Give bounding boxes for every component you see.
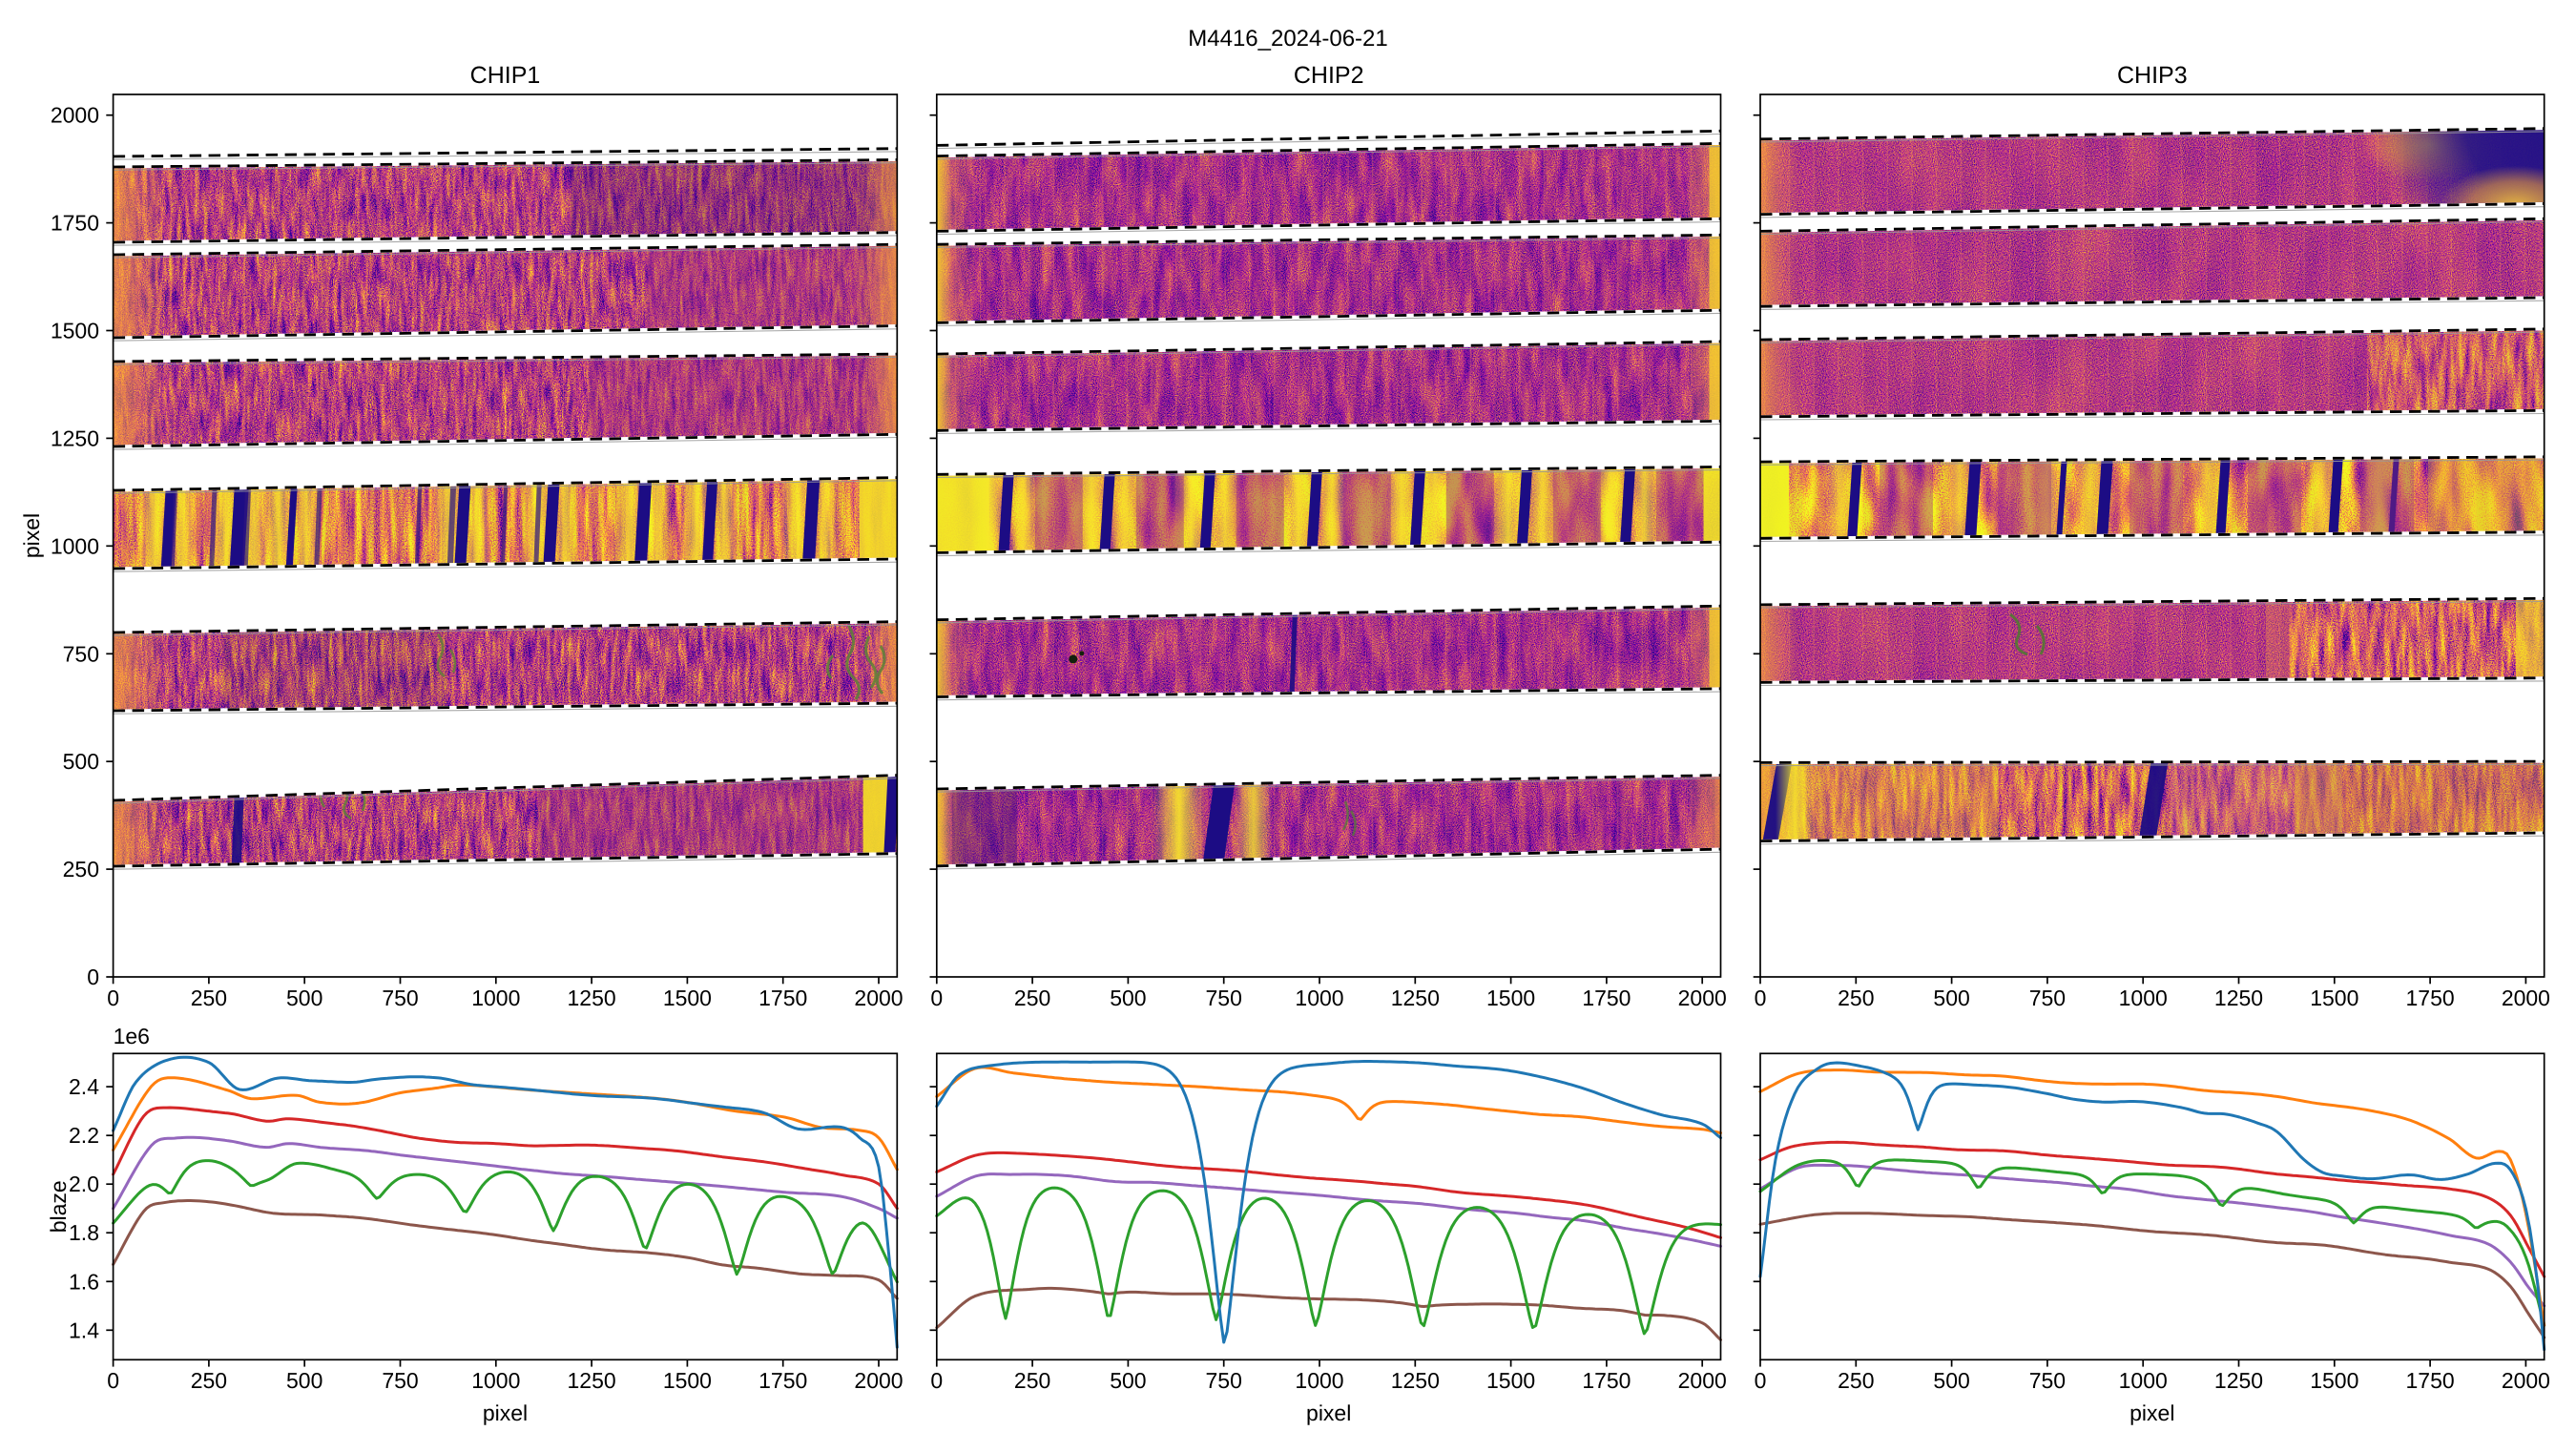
svg-text:250: 250 — [191, 1368, 227, 1393]
svg-text:1500: 1500 — [663, 1368, 712, 1393]
svg-text:2000: 2000 — [1678, 985, 1727, 1010]
svg-text:1250: 1250 — [51, 425, 99, 450]
svg-text:1250: 1250 — [1391, 1368, 1440, 1393]
svg-text:1.4: 1.4 — [69, 1317, 99, 1342]
svg-text:750: 750 — [382, 1368, 418, 1393]
svg-text:1250: 1250 — [2214, 1368, 2263, 1393]
svg-text:CHIP3: CHIP3 — [2117, 62, 2188, 89]
svg-text:1e6: 1e6 — [114, 1024, 150, 1048]
svg-text:pixel: pixel — [2129, 1400, 2174, 1425]
svg-text:500: 500 — [1933, 985, 1969, 1010]
svg-text:1000: 1000 — [2119, 985, 2168, 1010]
svg-text:1500: 1500 — [1486, 985, 1535, 1010]
svg-text:1000: 1000 — [1295, 1368, 1343, 1393]
svg-text:2.2: 2.2 — [69, 1123, 99, 1148]
svg-text:750: 750 — [382, 985, 418, 1010]
svg-text:1000: 1000 — [1295, 985, 1343, 1010]
svg-text:M4416_2024-06-21: M4416_2024-06-21 — [1188, 26, 1388, 52]
svg-text:1750: 1750 — [758, 985, 807, 1010]
svg-text:750: 750 — [1206, 985, 1242, 1010]
svg-text:1750: 1750 — [2406, 985, 2455, 1010]
svg-text:2000: 2000 — [2502, 985, 2550, 1010]
svg-text:1500: 1500 — [1486, 1368, 1535, 1393]
svg-text:1500: 1500 — [2310, 985, 2358, 1010]
svg-text:250: 250 — [1838, 985, 1874, 1010]
svg-text:pixel: pixel — [483, 1400, 528, 1425]
svg-text:1250: 1250 — [2214, 985, 2263, 1010]
svg-text:250: 250 — [1838, 1368, 1874, 1393]
svg-text:750: 750 — [1206, 1368, 1242, 1393]
svg-text:1250: 1250 — [568, 1368, 616, 1393]
svg-text:2000: 2000 — [1678, 1368, 1727, 1393]
svg-text:0: 0 — [107, 985, 119, 1010]
svg-text:1000: 1000 — [471, 985, 520, 1010]
svg-text:500: 500 — [286, 1368, 322, 1393]
svg-text:750: 750 — [2029, 985, 2066, 1010]
svg-text:1750: 1750 — [2406, 1368, 2455, 1393]
svg-text:1500: 1500 — [2310, 1368, 2358, 1393]
svg-text:2000: 2000 — [854, 1368, 903, 1393]
svg-text:2000: 2000 — [854, 985, 903, 1010]
svg-text:500: 500 — [286, 985, 322, 1010]
svg-text:250: 250 — [1014, 1368, 1050, 1393]
svg-text:500: 500 — [1110, 1368, 1146, 1393]
svg-text:1.6: 1.6 — [69, 1269, 99, 1294]
svg-text:1500: 1500 — [51, 319, 99, 343]
svg-text:pixel: pixel — [19, 513, 44, 558]
svg-text:1000: 1000 — [2119, 1368, 2168, 1393]
svg-text:0: 0 — [87, 964, 99, 989]
svg-text:pixel: pixel — [1306, 1400, 1351, 1425]
svg-text:1000: 1000 — [51, 533, 99, 558]
svg-text:250: 250 — [63, 857, 99, 881]
svg-text:CHIP2: CHIP2 — [1294, 62, 1364, 89]
svg-text:1750: 1750 — [51, 211, 99, 236]
svg-text:1.8: 1.8 — [69, 1220, 99, 1245]
svg-text:2.0: 2.0 — [69, 1172, 99, 1196]
svg-text:0: 0 — [930, 1368, 943, 1393]
svg-text:2000: 2000 — [2502, 1368, 2550, 1393]
svg-text:0: 0 — [107, 1368, 119, 1393]
svg-text:CHIP1: CHIP1 — [470, 62, 541, 89]
svg-text:500: 500 — [1110, 985, 1146, 1010]
svg-text:0: 0 — [930, 985, 943, 1010]
svg-text:500: 500 — [1933, 1368, 1969, 1393]
svg-text:1750: 1750 — [1582, 1368, 1631, 1393]
svg-text:750: 750 — [2029, 1368, 2066, 1393]
svg-text:blaze: blaze — [46, 1180, 71, 1233]
svg-text:1500: 1500 — [663, 985, 712, 1010]
svg-text:1250: 1250 — [568, 985, 616, 1010]
svg-text:0: 0 — [1755, 985, 1767, 1010]
svg-text:1000: 1000 — [471, 1368, 520, 1393]
svg-text:250: 250 — [1014, 985, 1050, 1010]
svg-text:2.4: 2.4 — [69, 1074, 99, 1099]
svg-text:2000: 2000 — [51, 103, 99, 128]
svg-text:0: 0 — [1755, 1368, 1767, 1393]
svg-text:500: 500 — [63, 749, 99, 774]
svg-text:1750: 1750 — [758, 1368, 807, 1393]
svg-text:1250: 1250 — [1391, 985, 1440, 1010]
svg-text:250: 250 — [191, 985, 227, 1010]
svg-text:1750: 1750 — [1582, 985, 1631, 1010]
svg-text:750: 750 — [63, 641, 99, 666]
